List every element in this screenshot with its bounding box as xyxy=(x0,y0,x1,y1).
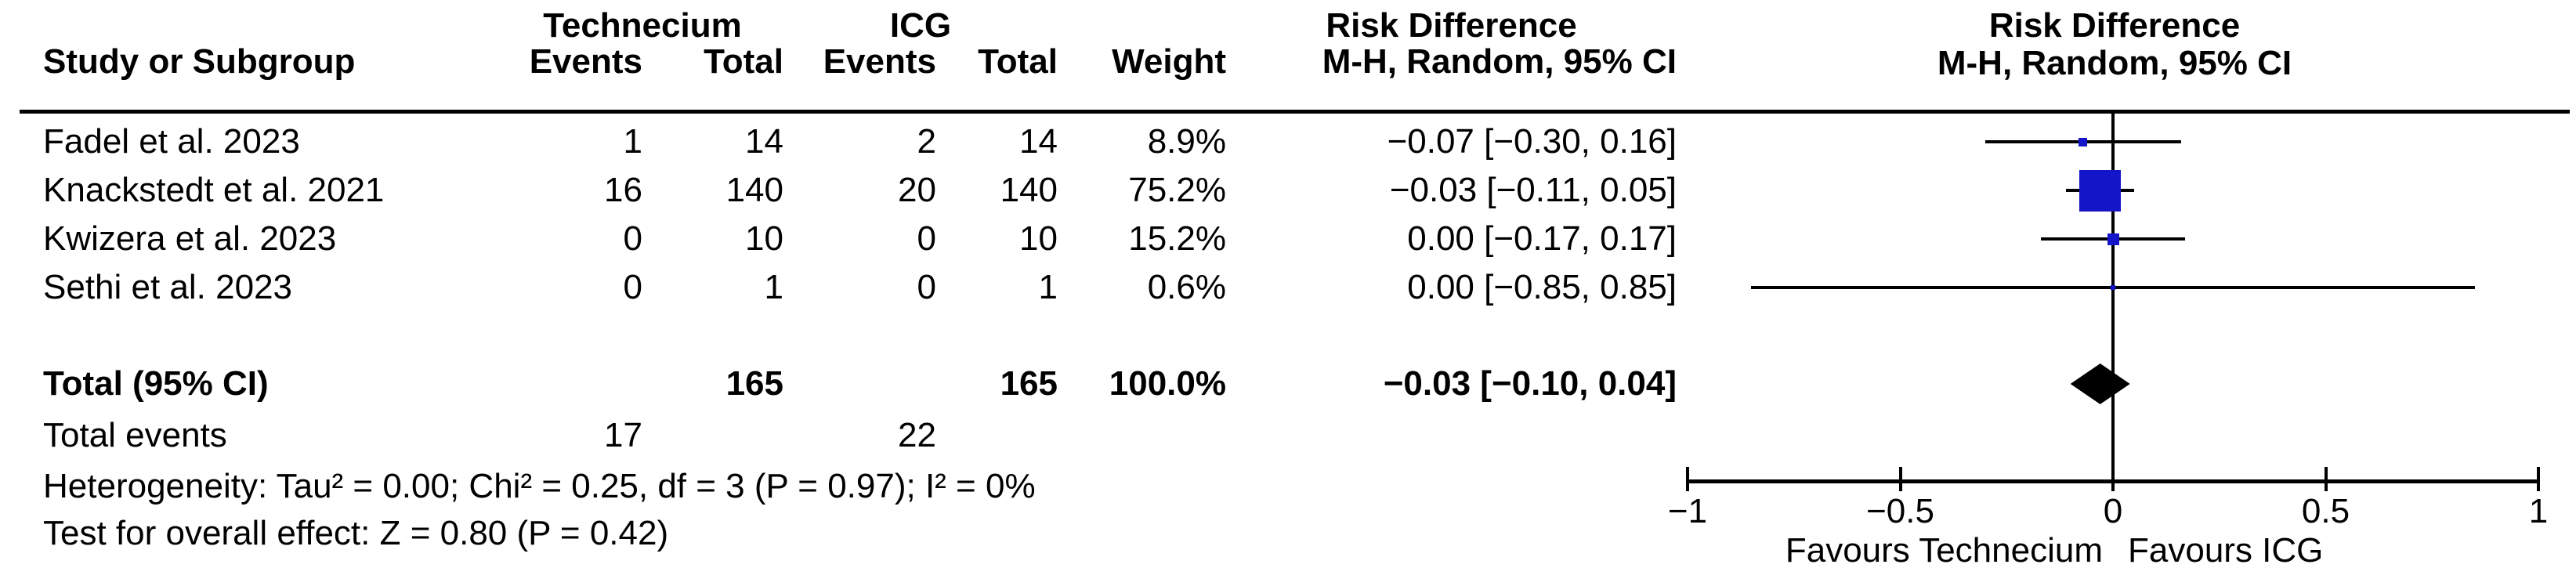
axis-tick xyxy=(1686,467,1689,491)
weight-value: 0.6% xyxy=(1147,268,1226,306)
column-group-control: ICG xyxy=(889,6,952,45)
c-events-value: 0 xyxy=(917,219,936,258)
total-c-total: 165 xyxy=(1000,364,1058,403)
overall-effect-text: Test for overall effect: Z = 0.80 (P = 0… xyxy=(43,514,669,552)
header-study: Study or Subgroup xyxy=(43,42,356,81)
zero-line xyxy=(2111,114,2115,479)
total-t-total: 165 xyxy=(725,364,783,403)
total-diamond xyxy=(2070,364,2130,404)
table-header-row: Study or Subgroup Events Total Events To… xyxy=(0,38,1677,86)
axis-tick xyxy=(2111,467,2115,491)
table-row: Sethi et al. 2023 0 1 0 1 0.6% 0.00 [−0.… xyxy=(0,263,1677,312)
weight-square xyxy=(2079,137,2088,146)
c-total-value: 1 xyxy=(1038,268,1058,306)
t-events-value: 0 xyxy=(623,268,642,306)
weight-value: 15.2% xyxy=(1128,219,1226,258)
c-events-value: 0 xyxy=(917,268,936,306)
total-row: Total (95% CI) 165 165 100.0% −0.03 [−0.… xyxy=(0,360,1677,408)
header-c-total: Total xyxy=(978,42,1058,81)
table-row: Kwizera et al. 2023 0 10 0 10 15.2% 0.00… xyxy=(0,215,1677,263)
total-events-label: Total events xyxy=(43,416,227,454)
ci-text: 0.00 [−0.85, 0.85] xyxy=(1407,268,1677,306)
axis-tick-label: −0.5 xyxy=(1866,492,1934,530)
favours-left-label: Favours Technecium xyxy=(1785,531,2103,570)
header-mh-ci: M-H, Random, 95% CI xyxy=(1322,42,1677,81)
weight-value: 75.2% xyxy=(1128,171,1226,209)
study-name: Sethi et al. 2023 xyxy=(43,268,293,306)
heterogeneity-text: Heterogeneity: Tau² = 0.00; Chi² = 0.25,… xyxy=(43,467,1036,505)
plot-title: Risk Difference xyxy=(1988,6,2241,45)
total-events-row: Total events 17 22 xyxy=(0,411,1677,460)
plot-subtitle: M-H, Random, 95% CI xyxy=(1937,44,2292,82)
study-name: Fadel et al. 2023 xyxy=(43,122,300,161)
axis-tick-label: 0.5 xyxy=(2301,492,2350,530)
c-total-value: 14 xyxy=(1019,122,1058,161)
t-events-value: 0 xyxy=(623,219,642,258)
t-events-value: 16 xyxy=(604,171,642,209)
ci-text: 0.00 [−0.17, 0.17] xyxy=(1407,219,1677,258)
t-total-value: 10 xyxy=(745,219,783,258)
header-rule xyxy=(20,110,2570,114)
axis-tick-label: 0 xyxy=(2103,492,2123,530)
axis-tick xyxy=(2537,467,2540,491)
table-row: Fadel et al. 2023 1 14 2 14 8.9% −0.07 [… xyxy=(0,118,1677,166)
c-total-value: 10 xyxy=(1019,219,1058,258)
axis-tick xyxy=(2324,467,2328,491)
study-name: Kwizera et al. 2023 xyxy=(43,219,337,258)
axis-tick xyxy=(1898,467,1902,491)
weight-square xyxy=(2079,169,2122,212)
t-total-value: 140 xyxy=(725,171,783,209)
total-events-t: 17 xyxy=(604,416,642,454)
table-row: Knackstedt et al. 2021 16 140 20 140 75.… xyxy=(0,166,1677,215)
weight-square xyxy=(2107,233,2119,245)
axis-tick-label: 1 xyxy=(2528,492,2549,530)
column-group-risk-difference: Risk Difference xyxy=(1326,6,1577,45)
total-label: Total (95% CI) xyxy=(43,364,269,403)
c-events-value: 2 xyxy=(917,122,936,161)
header-t-total: Total xyxy=(704,42,783,81)
study-name: Knackstedt et al. 2021 xyxy=(43,171,385,209)
ci-text: −0.07 [−0.30, 0.16] xyxy=(1387,122,1677,161)
axis-tick-label: −1 xyxy=(1667,492,1708,530)
weight-value: 8.9% xyxy=(1147,122,1226,161)
header-c-events: Events xyxy=(823,42,936,81)
t-events-value: 1 xyxy=(623,122,642,161)
total-ci-text: −0.03 [−0.10, 0.04] xyxy=(1383,364,1677,403)
weight-square xyxy=(2111,285,2115,290)
column-group-experimental: Technecium xyxy=(543,6,742,45)
header-weight: Weight xyxy=(1112,42,1226,81)
header-t-events: Events xyxy=(529,42,642,81)
ci-text: −0.03 [−0.11, 0.05] xyxy=(1389,171,1677,209)
c-total-value: 140 xyxy=(1000,171,1058,209)
total-events-c: 22 xyxy=(898,416,936,454)
total-weight: 100.0% xyxy=(1109,364,1226,403)
favours-right-label: Favours ICG xyxy=(2128,531,2324,570)
t-total-value: 1 xyxy=(764,268,783,306)
t-total-value: 14 xyxy=(745,122,783,161)
c-events-value: 20 xyxy=(898,171,936,209)
